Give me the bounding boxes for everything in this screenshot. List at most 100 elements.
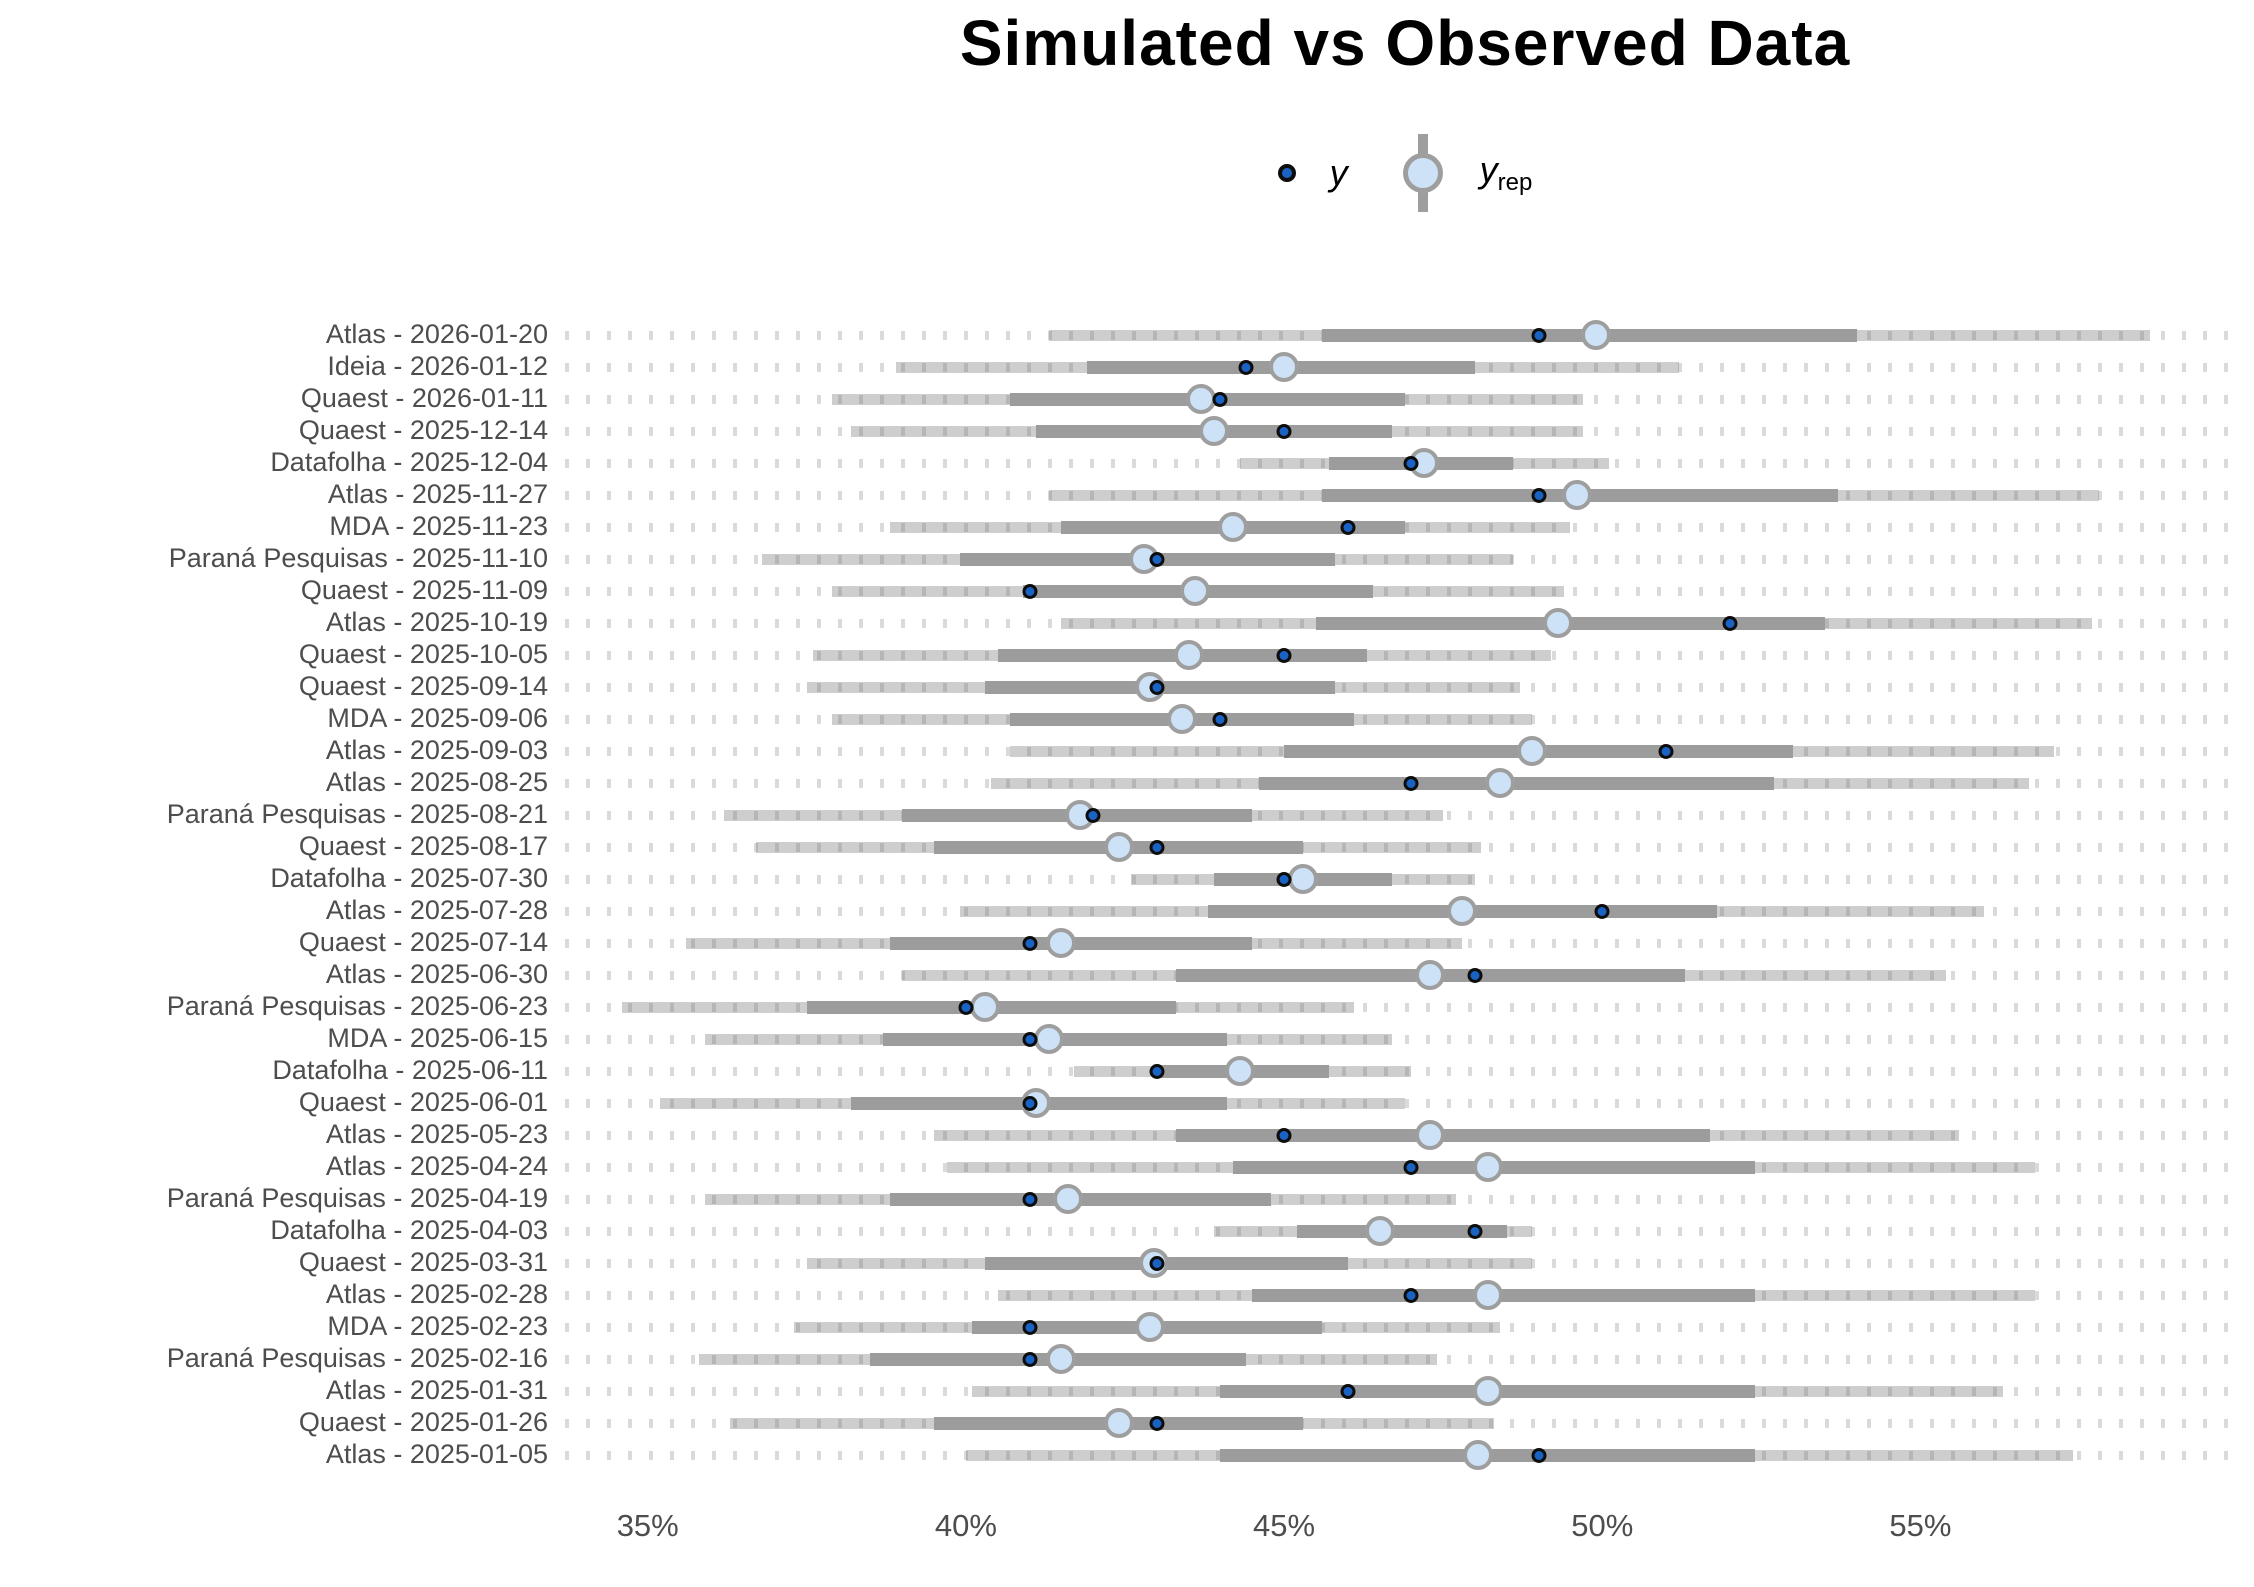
y-observed-point [1403,775,1419,791]
row-label: Quaest - 2026-01-11 [300,383,548,413]
yrep-point [1580,320,1611,350]
background-dotted-line [565,1418,2245,1428]
row-track [565,703,2245,735]
background-dotted-line [565,1034,2245,1044]
x-axis-tick-label: 40% [934,1508,997,1543]
row-label: Quaest - 2025-06-01 [298,1087,548,1117]
yrep-point [1542,608,1573,638]
y-observed-point [1531,1447,1547,1463]
inner-interval-bar [1296,1224,1507,1238]
background-dotted-line [565,810,2245,820]
background-dotted-line [565,1258,2245,1268]
y-observed-point [1022,1031,1038,1047]
interval-row: Paraná Pesquisas - 2025-06-23 [0,991,2254,1023]
interval-row: Paraná Pesquisas - 2025-04-19 [0,1183,2254,1215]
yrep-point [1046,928,1077,958]
row-label: Paraná Pesquisas - 2025-11-10 [168,543,548,573]
interval-row: Datafolha - 2025-07-30 [0,863,2254,895]
background-dotted-line [565,1098,2245,1108]
yrep-point [1199,416,1230,446]
y-observed-point [1531,327,1547,343]
interval-row: Atlas - 2025-01-31 [0,1375,2254,1407]
inner-interval-bar [1252,1288,1755,1302]
row-label: Quaest - 2025-10-05 [298,639,548,669]
row-track [565,1215,2245,1247]
row-track [565,1183,2245,1215]
interval-row: Atlas - 2025-06-30 [0,959,2254,991]
interval-row: Datafolha - 2025-12-04 [0,447,2254,479]
legend-label-yrep: yrep [1479,148,1533,197]
row-track [565,575,2245,607]
x-axis-tick-label: 50% [1571,1508,1634,1543]
row-track [565,639,2245,671]
y-observed-point [1276,647,1292,663]
row-track [565,479,2245,511]
y-observed-point [1149,679,1165,695]
row-track [565,415,2245,447]
yrep-point [1167,704,1198,734]
row-label: Atlas - 2025-10-19 [325,607,548,637]
y-observed-point [1276,871,1292,887]
yrep-point [1472,1280,1503,1310]
y-observed-point [1085,807,1101,823]
interval-row: Paraná Pesquisas - 2025-11-10 [0,543,2254,575]
yrep-point [1046,1344,1077,1374]
row-label: Datafolha - 2025-06-11 [272,1055,548,1085]
interval-row: Quaest - 2025-06-01 [0,1087,2254,1119]
background-dotted-line [565,874,2245,884]
row-label: Paraná Pesquisas - 2025-06-23 [166,991,548,1021]
row-label: Atlas - 2025-06-30 [325,959,548,989]
row-track [565,1055,2245,1087]
legend-label-y: y [1329,152,1348,193]
row-label: Ideia - 2026-01-12 [327,351,548,381]
row-label: Atlas - 2025-11-27 [327,479,548,509]
interval-row: Atlas - 2025-05-23 [0,1119,2254,1151]
chart-title: Simulated vs Observed Data [959,7,1851,79]
background-dotted-line [565,714,2245,724]
yrep-point [1173,640,1204,670]
y-observed-point [1022,583,1038,599]
x-axis-tick-label: 45% [1253,1508,1316,1543]
background-dotted-line [565,842,2245,852]
yrep-point [1218,512,1249,542]
background-dotted-line [565,1066,2245,1076]
row-track [565,927,2245,959]
row-label: Datafolha - 2025-12-04 [270,447,548,477]
row-label: Atlas - 2025-07-28 [325,895,548,925]
row-track [565,1023,2245,1055]
interval-row: Quaest - 2025-03-31 [0,1247,2254,1279]
background-dotted-line [565,426,2245,436]
yrep-point [1463,1440,1494,1470]
interval-row: Datafolha - 2025-06-11 [0,1055,2254,1087]
interval-row: Atlas - 2026-01-20 [0,319,2254,351]
interval-row: Quaest - 2025-01-26 [0,1407,2254,1439]
yrep-point [1447,896,1478,926]
yrep-point [1485,768,1516,798]
interval-row: Atlas - 2025-02-28 [0,1279,2254,1311]
row-label: Atlas - 2025-02-28 [325,1279,548,1309]
y-observed-point [1212,711,1228,727]
row-track [565,671,2245,703]
row-track [565,959,2245,991]
row-track [565,863,2245,895]
background-dotted-line [565,1194,2245,1204]
interval-row: Atlas - 2025-08-25 [0,767,2254,799]
y-observed-point [1022,1095,1038,1111]
row-track [565,511,2245,543]
yrep-point [1180,576,1210,606]
background-dotted-line [565,682,2245,692]
yrep-point [970,992,1000,1022]
yrep-point [1224,1056,1255,1086]
y-observed-point [1149,1415,1165,1431]
interval-row: Quaest - 2025-10-05 [0,639,2254,671]
row-track [565,1311,2245,1343]
row-track [565,1119,2245,1151]
row-track [565,991,2245,1023]
y-observed-point [1403,455,1419,471]
chart-legend: y yrep [565,128,2245,218]
x-axis-tick-label: 55% [1889,1508,1952,1543]
row-label: Atlas - 2025-05-23 [325,1119,548,1149]
interval-row: Atlas - 2025-07-28 [0,895,2254,927]
row-label: MDA - 2025-09-06 [327,703,548,733]
